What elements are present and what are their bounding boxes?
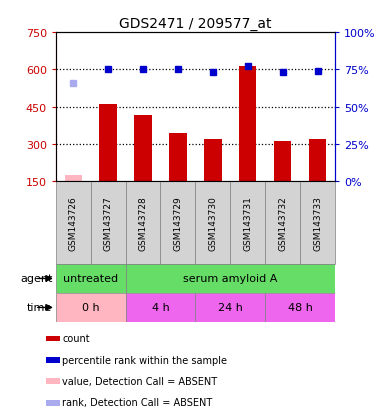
Text: GSM143726: GSM143726 [69,196,78,250]
Title: GDS2471 / 209577_at: GDS2471 / 209577_at [119,17,272,31]
Bar [300,182,335,264]
Text: rank, Detection Call = ABSENT: rank, Detection Call = ABSENT [62,397,213,408]
Bar [46,336,60,341]
Text: 48 h: 48 h [288,303,313,313]
Text: count: count [62,333,90,343]
Bar [169,133,187,182]
Text: GSM143727: GSM143727 [104,196,113,250]
Bar [265,293,335,322]
Bar [56,293,126,322]
Text: untreated: untreated [63,274,118,284]
Bar [126,293,195,322]
Bar [46,400,60,406]
Bar [99,104,117,182]
Text: GSM143733: GSM143733 [313,196,322,250]
Bar [195,293,265,322]
Bar [239,66,256,182]
Text: value, Detection Call = ABSENT: value, Detection Call = ABSENT [62,376,218,386]
Text: serum amyloid A: serum amyloid A [183,274,278,284]
Text: GSM143730: GSM143730 [208,196,218,250]
Bar [91,182,126,264]
Bar [195,182,230,264]
Bar [65,176,82,182]
Bar [46,378,60,384]
Text: percentile rank within the sample: percentile rank within the sample [62,355,228,365]
Text: agent: agent [20,274,52,284]
Text: 4 h: 4 h [152,303,169,313]
Bar [265,182,300,264]
Text: time: time [27,303,52,313]
Text: GSM143728: GSM143728 [139,196,147,250]
Text: GSM143732: GSM143732 [278,196,287,250]
Bar [204,140,221,182]
Text: GSM143731: GSM143731 [243,196,252,250]
Bar [230,182,265,264]
Bar [126,264,335,293]
Bar [56,182,91,264]
Bar [46,358,60,363]
Bar [56,264,126,293]
Text: 24 h: 24 h [218,303,243,313]
Bar [274,142,291,182]
Bar [134,115,152,182]
Text: 0 h: 0 h [82,303,100,313]
Text: GSM143729: GSM143729 [173,196,182,250]
Bar [309,140,326,182]
Bar [126,182,161,264]
Bar [161,182,195,264]
